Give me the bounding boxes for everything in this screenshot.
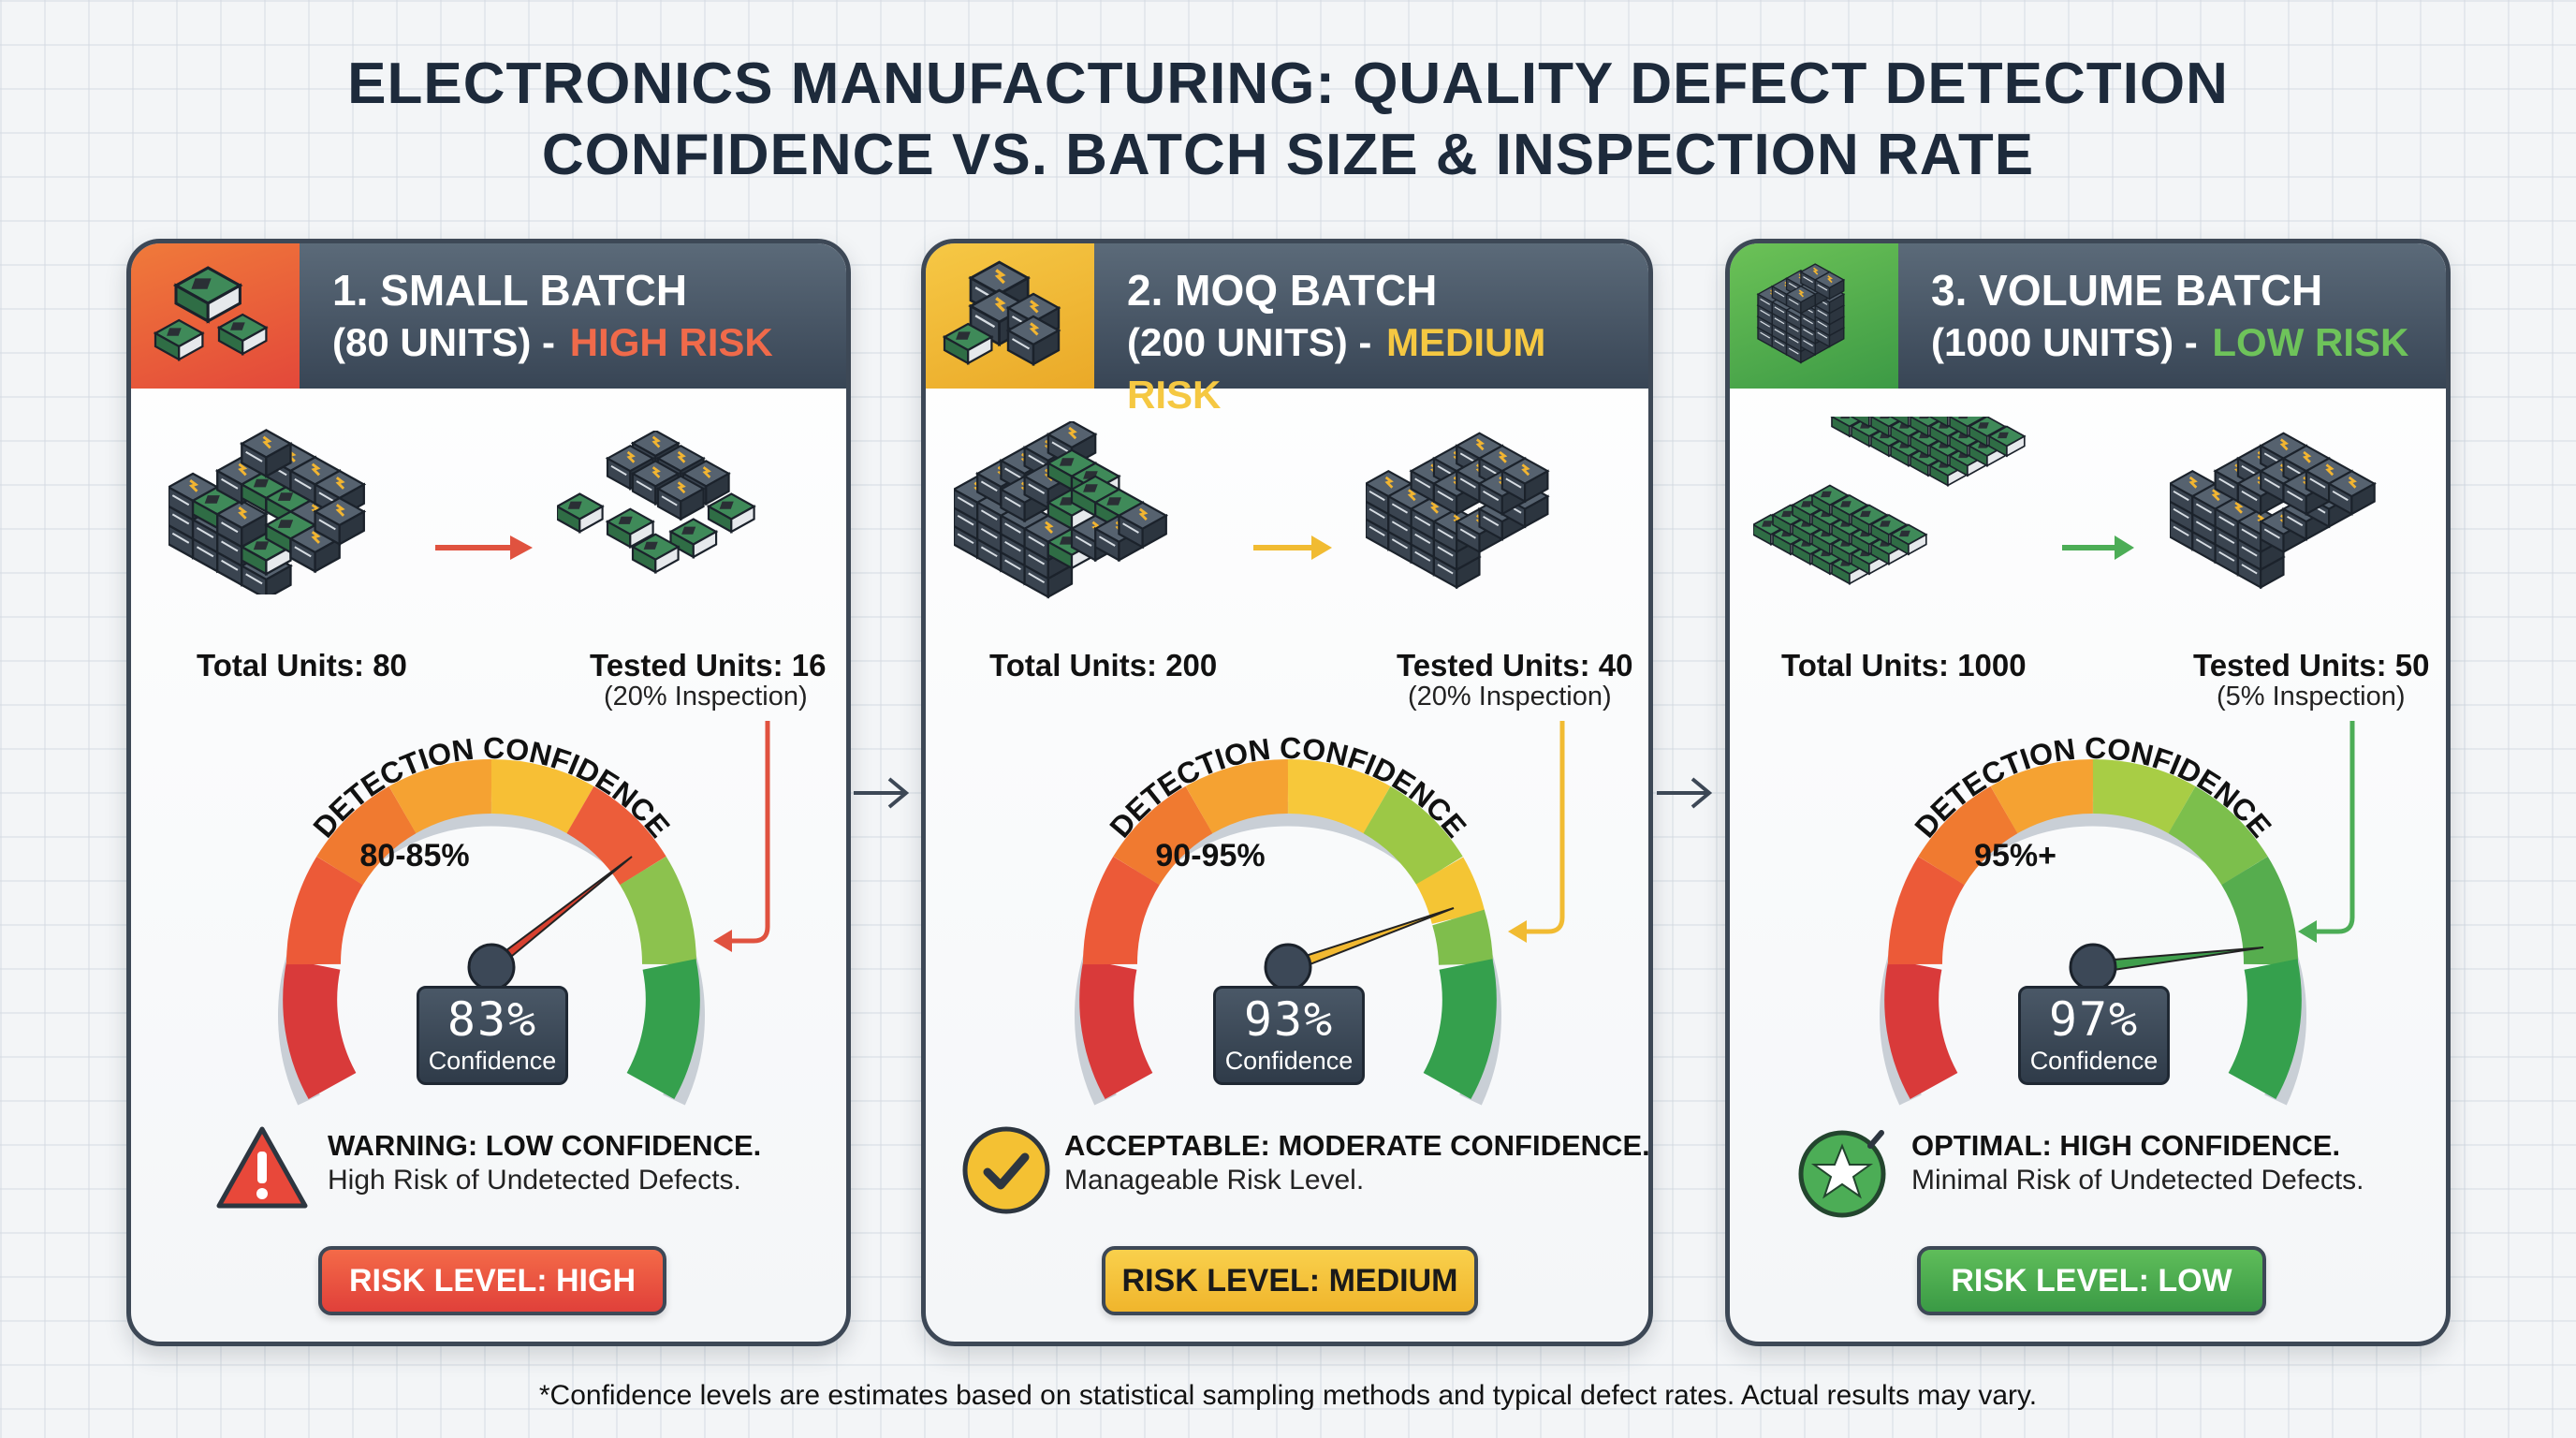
- next-arrow-icon: [1657, 777, 1713, 809]
- status-detail: Manageable Risk Level.: [1064, 1165, 1365, 1196]
- volume-batch-icon: [1730, 243, 1898, 389]
- feedback-arrow-icon: [1508, 721, 1565, 943]
- panel-number: 2.: [1127, 266, 1164, 315]
- readout-value: 93%: [1243, 992, 1335, 1047]
- panel-small-batch: 1. SMALL BATCH (80 UNITS) - HIGH RISK To…: [126, 239, 851, 1346]
- flow-arrow-icon: [2062, 536, 2134, 560]
- confidence-readout: 97% Confidence: [2018, 986, 2170, 1085]
- confidence-gauge: DETECTION CONFIDENCE: [1880, 731, 2306, 1106]
- risk-word: MEDIUM RISK: [1127, 320, 1546, 417]
- title-line-1: ELECTRONICS MANUFACTURING: QUALITY DEFEC…: [347, 51, 2229, 116]
- panel-title: 2. MOQ BATCH (200 UNITS) - MEDIUM RISK: [1127, 264, 1648, 421]
- risk-level-badge[interactable]: RISK LEVEL: LOW: [1917, 1246, 2266, 1315]
- confidence-readout: 93% Confidence: [1213, 986, 1365, 1085]
- panel-header: 2. MOQ BATCH (200 UNITS) - MEDIUM RISK: [926, 243, 1648, 417]
- batch-name: SMALL BATCH: [380, 266, 688, 315]
- tested-units-illustration: [1366, 432, 1549, 589]
- confidence-range: 95%+: [1974, 838, 2056, 873]
- risk-word: LOW RISK: [2212, 320, 2409, 364]
- batch-name: VOLUME BATCH: [1979, 266, 2323, 315]
- total-units-label: Total Units: 200: [989, 648, 1218, 682]
- total-units-illustration: [1753, 417, 2026, 585]
- panel-number: 1.: [332, 266, 369, 315]
- page-title: ELECTRONICS MANUFACTURING: QUALITY DEFEC…: [0, 49, 2576, 191]
- total-units-illustration: [168, 429, 366, 594]
- tested-units-illustration: [2170, 432, 2377, 589]
- status-title: OPTIMAL: HIGH CONFIDENCE.: [1911, 1129, 2341, 1162]
- star-badge-icon: [1798, 1130, 1886, 1218]
- flow-arrow-icon: [435, 536, 533, 560]
- panel-number: 3.: [1931, 266, 1968, 315]
- moq-batch-icon: [926, 243, 1094, 389]
- status-title: ACCEPTABLE: MODERATE CONFIDENCE.: [1064, 1129, 1650, 1162]
- total-units-label: Total Units: 80: [197, 648, 407, 682]
- panel-title: 3. VOLUME BATCH (1000 UNITS) - LOW RISK: [1931, 264, 2408, 369]
- batch-name: MOQ BATCH: [1175, 266, 1438, 315]
- readout-caption: Confidence: [2029, 1047, 2159, 1075]
- panel-volume-batch: 3. VOLUME BATCH (1000 UNITS) - LOW RISK: [1725, 239, 2451, 1346]
- status-detail: High Risk of Undetected Defects.: [328, 1165, 741, 1196]
- status-detail: Minimal Risk of Undetected Defects.: [1911, 1165, 2364, 1196]
- readout-value: 83%: [446, 992, 538, 1047]
- risk-level-badge[interactable]: RISK LEVEL: MEDIUM: [1102, 1246, 1478, 1315]
- panel-title: 1. SMALL BATCH (80 UNITS) - HIGH RISK: [332, 264, 773, 369]
- batch-units: (1000 UNITS) -: [1931, 320, 2198, 364]
- tested-units-label: Tested Units: 40: [1397, 648, 1633, 682]
- warning-icon: [216, 1126, 308, 1209]
- checkmark-icon: [962, 1126, 1050, 1214]
- footnote: *Confidence levels are estimates based o…: [538, 1380, 2038, 1411]
- tested-units-illustration: [557, 431, 755, 574]
- panel-moq-batch: 2. MOQ BATCH (200 UNITS) - MEDIUM RISK: [921, 239, 1653, 1346]
- status-title: WARNING: LOW CONFIDENCE.: [328, 1129, 762, 1162]
- readout-caption: Confidence: [428, 1047, 557, 1075]
- inspection-rate-label: (5% Inspection): [2217, 682, 2406, 712]
- inspection-rate-label: (20% Inspection): [604, 682, 808, 712]
- next-arrow-icon: [854, 777, 910, 809]
- confidence-range: 80-85%: [359, 838, 470, 873]
- inspection-rate-label: (20% Inspection): [1408, 682, 1612, 712]
- feedback-arrow-icon: [2298, 721, 2355, 943]
- feedback-arrow-icon: [713, 721, 770, 952]
- panel-header: 1. SMALL BATCH (80 UNITS) - HIGH RISK: [131, 243, 846, 389]
- risk-level-badge[interactable]: RISK LEVEL: HIGH: [318, 1246, 666, 1315]
- flow-arrow-icon: [1253, 536, 1332, 560]
- confidence-readout: 83% Confidence: [417, 986, 568, 1085]
- tested-units-label: Tested Units: 16: [590, 648, 827, 682]
- title-line-2: CONFIDENCE VS. BATCH SIZE & INSPECTION R…: [541, 123, 2035, 187]
- total-units-label: Total Units: 1000: [1781, 648, 2027, 682]
- tested-units-label: Tested Units: 50: [2193, 648, 2430, 682]
- risk-word: HIGH RISK: [569, 320, 773, 364]
- total-units-illustration: [954, 421, 1168, 598]
- readout-value: 97%: [2048, 992, 2140, 1047]
- readout-caption: Confidence: [1224, 1047, 1354, 1075]
- batch-units: (200 UNITS) -: [1127, 320, 1372, 364]
- batch-units: (80 UNITS) -: [332, 320, 556, 364]
- panel-header: 3. VOLUME BATCH (1000 UNITS) - LOW RISK: [1730, 243, 2446, 389]
- confidence-gauge: DETECTION CONFIDENCE: [1075, 731, 1501, 1106]
- small-batch-icon: [131, 243, 300, 389]
- confidence-range: 90-95%: [1155, 838, 1266, 873]
